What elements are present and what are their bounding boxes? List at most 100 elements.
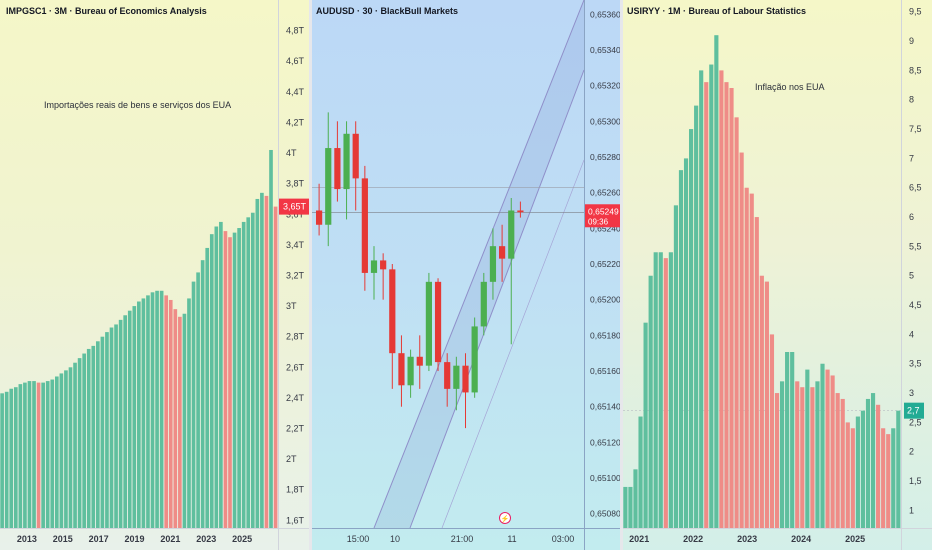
x-tick-label: 03:00 [552,534,575,544]
y-tick-label: 9 [909,36,914,46]
candle-body [325,148,332,225]
bar [805,369,810,528]
inflation-title: USIRYY · 1M · Bureau of Labour Statistic… [627,6,807,16]
bar [820,363,825,528]
bar [678,170,684,528]
bar [694,105,699,528]
bar [27,381,32,528]
x-tick-label: 2019 [125,534,145,544]
candle-body [444,362,451,389]
candle-body [434,281,442,363]
x-tick-label: 2015 [53,534,73,544]
bar [223,231,228,529]
bar [785,352,790,528]
bar [860,410,866,528]
candle-body [480,281,487,327]
y-tick-label: 0,65120 [590,437,620,447]
candle-body [334,148,341,190]
y-tick-label: 0,65300 [590,116,620,126]
bar [840,398,845,528]
y-tick-label: 9,5 [909,7,922,17]
y-tick-label: 2 [909,447,914,457]
audusd-panel: 0,65080 0,65100 0,65120 0,65140 0,65160 0,651… [312,0,620,550]
bar [9,388,14,528]
y-tick-label: 3 [909,388,914,398]
bar [150,292,155,528]
candle-body [343,133,350,190]
bar [0,393,4,528]
bar [724,82,729,528]
y-tick-label: 7 [909,153,914,163]
candle-body [499,246,506,259]
bar [704,82,709,528]
panel-divider[interactable] [309,0,312,550]
y-tick-label: 3,2T [286,270,305,280]
y-tick-label: 4,8T [286,26,305,36]
bar [191,281,196,528]
channel-lower-line [409,69,585,529]
bar [891,428,896,528]
last-price-label: 3,65T [283,202,307,212]
y-tick-label: 4,6T [286,56,305,66]
y-tick-label: 2T [286,454,297,464]
bar [774,393,780,528]
bar [127,310,132,528]
y-tick-label: 3T [286,301,297,311]
y-tick-label: 6,5 [909,183,922,193]
candle-body [508,210,515,259]
x-tick-label: 2023 [196,534,216,544]
x-tick-label: 2025 [845,534,865,544]
bar [18,384,23,528]
bar [118,319,123,528]
last-price-badge [279,198,309,215]
bar [91,345,96,528]
bar [59,373,64,528]
y-tick-label: 0,65160 [590,366,620,376]
y-tick-label: 0,65340 [590,45,620,55]
y-tick-label: 1,8T [286,485,305,495]
bar [648,275,653,528]
y-tick-label: 3,5 [909,359,922,369]
bar [54,376,59,528]
imports-chart: 1,6T1,8T2T2,2T2,4T2,6T2,8T3T3,2T3,4T3,6T… [0,0,309,550]
bar [719,70,724,529]
bar [764,281,769,528]
bar [825,369,830,528]
candle-body [389,269,396,354]
panel-divider[interactable] [620,0,623,550]
bar [123,315,128,528]
x-tick-label: 2017 [89,534,109,544]
y-tick-label: 4,2T [286,117,305,127]
bar [881,428,886,528]
y-tick-label: 1,6T [286,515,305,525]
bar [769,334,775,528]
y-tick-label: 2,4T [286,393,305,403]
bar [73,362,77,528]
y-tick-label: 0,65200 [590,295,620,305]
x-tick-label: 2013 [17,534,37,544]
bar [643,322,648,528]
x-tick-label: 2021 [160,534,180,544]
channel-upper-line [373,0,585,529]
bar [141,298,146,528]
bar [155,290,159,528]
last-price-badge [585,204,620,228]
candle-body [489,246,497,282]
bar [23,382,27,528]
bar [653,252,658,528]
bar [137,301,141,528]
bar [182,313,187,528]
countdown-label: 09:36 [588,217,609,226]
y-tick-label: 8,5 [909,65,922,75]
bar [164,295,169,528]
imports-annotation: Importações reais de bens e serviços dos… [44,100,232,110]
x-tick-label: 21:00 [451,534,474,544]
bar [178,316,182,528]
bar [173,309,178,528]
bar [100,336,105,528]
bar [623,486,628,528]
bar [214,226,219,529]
y-tick-label: 6 [909,212,914,222]
y-tick-label: 4,4T [286,87,305,97]
y-tick-label: 0,65260 [590,188,620,198]
